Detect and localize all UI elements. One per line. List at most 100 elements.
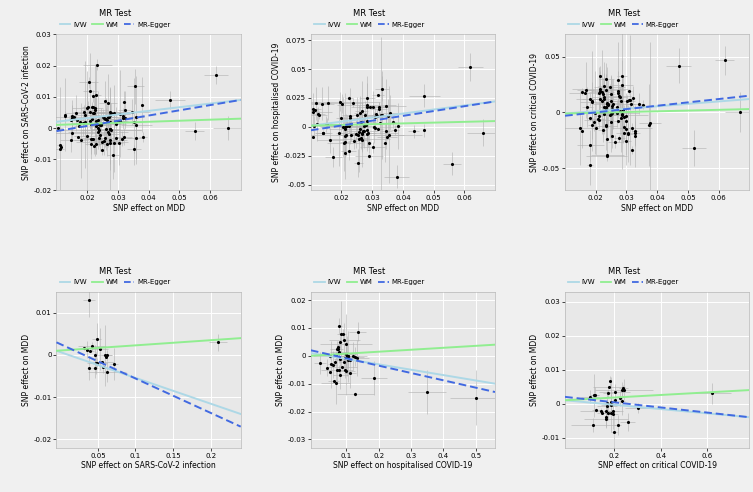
Point: [308, 122, 320, 129]
Point: [367, 374, 380, 382]
Point: [104, 125, 116, 133]
Point: [78, 344, 90, 352]
Point: [622, 129, 634, 137]
Point: [66, 112, 78, 120]
Point: [614, 93, 626, 101]
Point: [96, 358, 108, 366]
Point: [108, 139, 120, 147]
Point: [96, 146, 108, 154]
Point: [330, 352, 342, 360]
Point: [338, 358, 350, 366]
Point: [91, 359, 103, 367]
Point: [601, 99, 613, 107]
Point: [367, 123, 380, 131]
X-axis label: SNP effect on SARS-CoV-2 infection: SNP effect on SARS-CoV-2 infection: [81, 461, 216, 470]
Point: [465, 63, 477, 71]
Point: [353, 128, 365, 136]
Point: [332, 345, 344, 353]
Point: [332, 343, 344, 351]
Point: [128, 145, 140, 153]
Point: [82, 103, 94, 111]
Point: [330, 379, 342, 387]
Point: [84, 87, 96, 94]
Point: [589, 391, 601, 399]
Point: [601, 153, 613, 160]
X-axis label: SNP effect on MDD: SNP effect on MDD: [621, 204, 694, 213]
Point: [83, 296, 95, 304]
Point: [600, 121, 612, 129]
Point: [355, 130, 367, 138]
X-axis label: SNP effect on MDD: SNP effect on MDD: [367, 204, 439, 213]
Point: [77, 120, 89, 127]
Point: [601, 399, 613, 407]
Point: [372, 91, 384, 99]
Point: [588, 119, 600, 126]
Point: [587, 98, 599, 106]
Point: [355, 134, 367, 142]
Point: [597, 91, 609, 98]
Point: [130, 83, 142, 91]
Point: [137, 133, 149, 141]
Point: [117, 133, 130, 141]
Point: [331, 366, 343, 374]
Point: [339, 125, 351, 133]
Point: [91, 61, 103, 69]
Point: [602, 100, 614, 108]
Point: [324, 136, 336, 144]
Point: [358, 127, 370, 135]
Point: [103, 113, 115, 121]
Point: [587, 421, 599, 429]
Point: [616, 81, 628, 89]
Point: [95, 120, 107, 127]
Point: [128, 118, 140, 125]
Point: [88, 143, 100, 151]
Legend: IVW, WM, MR-Egger: IVW, WM, MR-Egger: [60, 9, 170, 28]
Point: [83, 79, 95, 87]
Point: [96, 113, 108, 121]
Point: [373, 125, 385, 133]
Point: [615, 114, 627, 122]
Point: [130, 114, 142, 122]
Point: [688, 144, 700, 152]
Point: [622, 129, 634, 137]
Point: [384, 109, 396, 117]
Point: [126, 108, 138, 116]
Point: [340, 149, 352, 157]
Point: [602, 409, 614, 417]
Point: [78, 108, 90, 116]
Point: [600, 123, 612, 130]
Point: [421, 388, 433, 396]
Point: [333, 322, 345, 330]
Point: [584, 393, 596, 400]
Point: [99, 116, 111, 123]
Point: [98, 138, 110, 146]
Point: [603, 383, 615, 391]
Point: [625, 100, 637, 108]
Point: [601, 402, 613, 410]
Point: [593, 94, 605, 102]
Point: [309, 106, 322, 114]
Point: [342, 352, 354, 360]
Point: [351, 111, 363, 119]
Point: [617, 397, 629, 405]
Point: [602, 389, 614, 397]
Y-axis label: SNP effect on SARS-CoV-2 infection: SNP effect on SARS-CoV-2 infection: [22, 45, 31, 180]
Point: [328, 153, 340, 160]
Point: [605, 398, 617, 406]
Point: [608, 388, 620, 396]
Point: [94, 345, 106, 353]
Point: [306, 108, 319, 116]
Point: [79, 118, 91, 126]
Point: [59, 111, 71, 119]
Point: [85, 140, 97, 148]
Point: [600, 75, 612, 83]
Point: [89, 364, 101, 372]
Point: [317, 129, 329, 137]
Point: [355, 107, 367, 115]
Point: [102, 369, 114, 376]
Point: [611, 109, 623, 117]
Point: [102, 128, 114, 136]
Point: [79, 111, 91, 119]
Point: [75, 136, 87, 144]
Point: [618, 386, 630, 394]
